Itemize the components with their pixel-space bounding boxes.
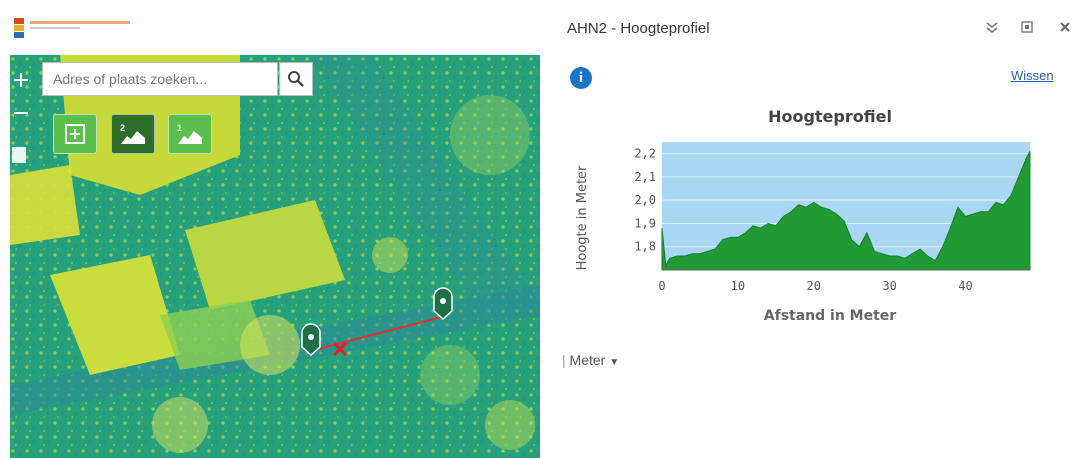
fullscreen-button[interactable] xyxy=(53,114,97,154)
profile-1-button[interactable]: 1 xyxy=(168,114,212,154)
profile-2-button[interactable]: 2 xyxy=(111,114,155,154)
x-tick-label: 0 xyxy=(658,279,665,293)
chart-title: Hoogteprofiel xyxy=(768,107,892,126)
info-icon[interactable]: i xyxy=(570,67,592,89)
profile-line xyxy=(309,316,443,352)
y-tick-label: 2,0 xyxy=(634,193,656,207)
y-tick-label: 1,8 xyxy=(634,240,656,254)
separator: | xyxy=(562,352,566,368)
app-logo xyxy=(10,12,160,52)
start-marker-icon[interactable] xyxy=(301,323,321,357)
search-input[interactable] xyxy=(43,71,277,87)
wissen-link[interactable]: Wissen xyxy=(1011,68,1054,83)
cursor-cross-icon xyxy=(332,341,348,357)
x-tick-label: 30 xyxy=(882,279,896,293)
end-marker-icon[interactable] xyxy=(433,287,453,321)
panel-title: AHN2 - Hoogteprofiel xyxy=(567,20,710,37)
close-icon[interactable] xyxy=(1058,20,1072,37)
elevation-area xyxy=(661,151,1031,271)
collapse-icon[interactable] xyxy=(985,20,999,37)
chart-svg: Hoogteprofiel 1,81,92,02,12,2 0 10 20 30 40 … xyxy=(575,107,1031,324)
x-tick-label: 20 xyxy=(807,279,821,293)
x-tick-label: 10 xyxy=(731,279,745,293)
profile-2-label: 2 xyxy=(120,123,125,133)
logo-icon xyxy=(14,18,130,38)
dropdown-arrow-icon: ▼ xyxy=(609,357,620,368)
x-ticks: 0 10 20 30 40 xyxy=(658,279,972,293)
search-button[interactable] xyxy=(279,62,313,96)
map-zoom-controls xyxy=(10,55,32,215)
elevation-profile-icon: 2 xyxy=(120,123,145,144)
search-box[interactable] xyxy=(42,62,278,96)
maximize-icon[interactable] xyxy=(1020,20,1034,37)
profile-1-label: 1 xyxy=(177,123,182,133)
zoom-in-icon[interactable] xyxy=(14,73,28,87)
unit-selector[interactable]: | Meter ▼ xyxy=(562,352,619,368)
y-axis-label: Hoogte in Meter xyxy=(575,165,590,270)
elevation-profile-icon: 1 xyxy=(177,123,202,144)
y-tick-label: 2,1 xyxy=(634,170,656,184)
y-tick-label: 2,2 xyxy=(634,147,656,161)
y-ticks: 1,8 1,9 2,0 2,1 2,2 xyxy=(634,147,656,254)
y-tick-label: 1,9 xyxy=(634,216,656,230)
unit-label: Meter xyxy=(569,352,606,368)
x-axis-label: Afstand in Meter xyxy=(764,308,897,324)
fullscreen-icon xyxy=(65,124,85,144)
elevation-chart: Hoogteprofiel 1,8 1,9 2,0 2,1 2,2 0 10 20 30 40 … xyxy=(560,100,1040,330)
x-tick-label: 40 xyxy=(958,279,972,293)
search-icon xyxy=(288,71,304,87)
home-icon[interactable] xyxy=(12,147,26,163)
